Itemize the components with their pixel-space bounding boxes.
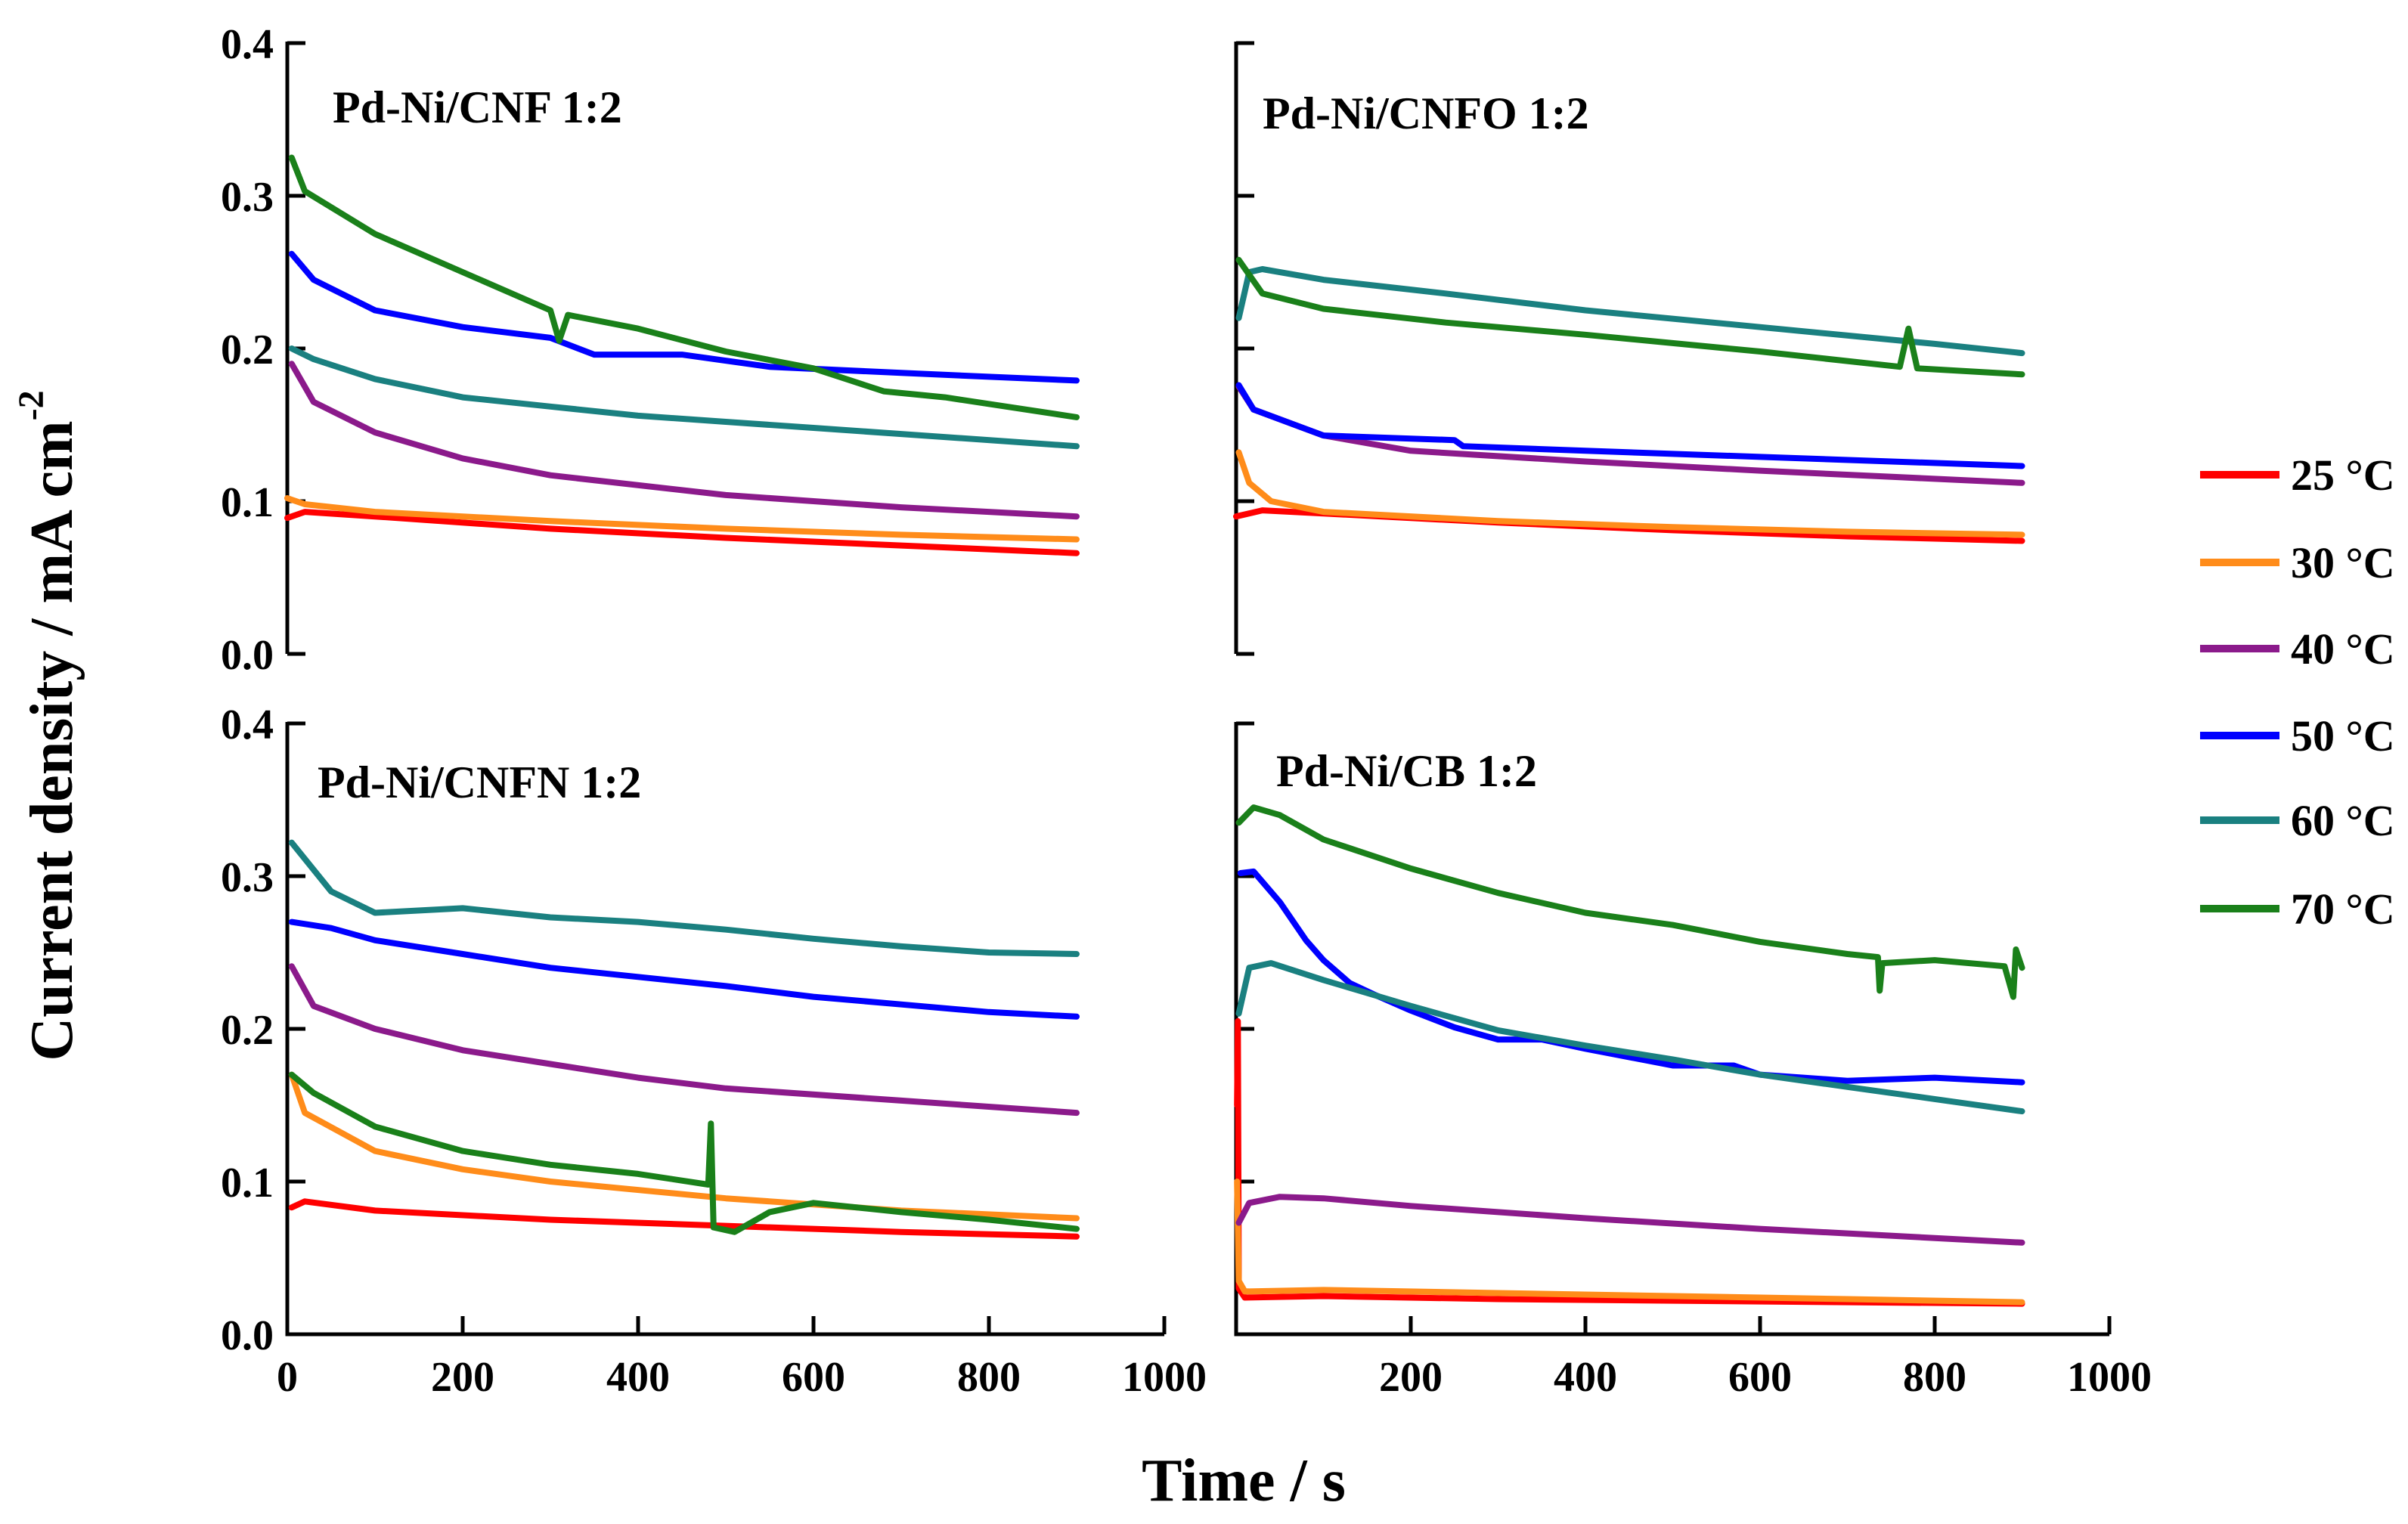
x-tick-labels: 200 400 600 800 1000 bbox=[1379, 1354, 2152, 1401]
series-line-50c bbox=[1235, 382, 2025, 469]
legend-item-30c: 30 °C bbox=[2200, 538, 2395, 587]
x-tick-label: 800 bbox=[1903, 1354, 1966, 1401]
panel-pd-ni-cnf: Pd-Ni/CNF 1:2 0.0 0.1 0.2 0.3 0.4 bbox=[221, 21, 1080, 679]
y-tick-labels: 0.0 0.1 0.2 0.3 0.4 bbox=[221, 702, 274, 1359]
y-tick-label: 0.3 bbox=[221, 854, 274, 901]
legend: 25 °C 30 °C 40 °C 50 °C 60 °C 70 °C bbox=[2200, 451, 2395, 934]
panel-title: Pd-Ni/CB 1:2 bbox=[1276, 746, 1537, 796]
x-ticks bbox=[285, 1316, 1167, 1334]
panel-title: Pd-Ni/CNFN 1:2 bbox=[318, 757, 641, 807]
y-tick-label: 0.2 bbox=[221, 1007, 274, 1054]
legend-item-40c: 40 °C bbox=[2200, 624, 2395, 674]
y-tick-label: 0.2 bbox=[221, 327, 274, 373]
x-tick-label: 0 bbox=[277, 1354, 298, 1401]
series-line-25c bbox=[288, 1198, 1080, 1240]
panel-title: Pd-Ni/CNFO 1:2 bbox=[1263, 88, 1589, 138]
y-tick-label: 0.0 bbox=[221, 632, 274, 679]
x-tick-label: 200 bbox=[1379, 1354, 1443, 1401]
series-line-30c bbox=[1235, 449, 2025, 538]
series-line-60c bbox=[1235, 266, 2025, 357]
series-line-70c bbox=[288, 1071, 1080, 1235]
legend-label: 30 °C bbox=[2291, 538, 2395, 587]
legend-label: 60 °C bbox=[2291, 796, 2395, 845]
legend-item-50c: 50 °C bbox=[2200, 711, 2395, 760]
x-tick-label: 600 bbox=[1728, 1354, 1792, 1401]
series-layer bbox=[1234, 804, 2025, 1307]
y-tick-label: 0.0 bbox=[221, 1312, 274, 1359]
series-line-25c bbox=[1234, 1018, 2025, 1307]
y-tick-label: 0.3 bbox=[221, 174, 274, 221]
panel-pd-ni-cnfn: Pd-Ni/CNFN 1:2 0.0 0.1 0.2 0.3 0.4 0 200 bbox=[221, 702, 1207, 1401]
panel-pd-ni-cnfo: Pd-Ni/CNFO 1:2 bbox=[1233, 41, 2025, 656]
y-tick-label: 0.4 bbox=[221, 21, 274, 68]
y-axis-title: Current density / mA cm-2 bbox=[11, 390, 85, 1061]
series-line-60c bbox=[288, 839, 1080, 957]
panel-title: Pd-Ni/CNF 1:2 bbox=[333, 82, 622, 132]
legend-label: 25 °C bbox=[2291, 451, 2395, 500]
x-tick-labels: 0 200 400 600 800 1000 bbox=[277, 1354, 1207, 1401]
y-ticks bbox=[1236, 721, 1254, 1337]
x-tick-label: 400 bbox=[1554, 1354, 1617, 1401]
panel-pd-ni-cb: Pd-Ni/CB 1:2 200 400 600 800 1000 bbox=[1234, 721, 2152, 1401]
y-ticks bbox=[287, 721, 305, 1337]
series-line-70c bbox=[1235, 256, 2025, 378]
x-tick-label: 1000 bbox=[1122, 1354, 1207, 1401]
legend-item-60c: 60 °C bbox=[2200, 796, 2395, 845]
legend-label: 50 °C bbox=[2291, 711, 2395, 760]
series-line-50c bbox=[288, 918, 1080, 1020]
series-layer bbox=[284, 154, 1080, 556]
series-line-25c bbox=[284, 509, 1080, 556]
series-line-30c bbox=[288, 1071, 1080, 1222]
x-tick-label: 400 bbox=[606, 1354, 670, 1401]
y-ticks bbox=[1236, 41, 1254, 656]
x-tick-label: 600 bbox=[782, 1354, 845, 1401]
y-tick-labels: 0.0 0.1 0.2 0.3 0.4 bbox=[221, 21, 274, 679]
series-line-50c bbox=[288, 250, 1080, 384]
axis-frame bbox=[285, 722, 1164, 1337]
legend-item-25c: 25 °C bbox=[2200, 451, 2395, 500]
series-line-60c bbox=[288, 345, 1080, 450]
y-axis-title-superscript: -2 bbox=[11, 390, 51, 420]
y-tick-label: 0.1 bbox=[221, 1160, 274, 1206]
series-line-30c bbox=[1234, 1179, 2025, 1306]
series-line-40c bbox=[288, 963, 1080, 1117]
series-line-70c bbox=[288, 154, 1080, 420]
x-tick-label: 800 bbox=[957, 1354, 1021, 1401]
series-line-70c bbox=[1235, 804, 2025, 1000]
y-tick-label: 0.4 bbox=[221, 702, 274, 748]
x-tick-label: 200 bbox=[431, 1354, 494, 1401]
legend-item-70c: 70 °C bbox=[2200, 884, 2395, 934]
series-layer bbox=[1233, 256, 2025, 544]
series-line-30c bbox=[284, 495, 1080, 543]
x-tick-label: 1000 bbox=[2067, 1354, 2152, 1401]
y-tick-label: 0.1 bbox=[221, 479, 274, 526]
series-line-40c bbox=[1235, 1194, 2025, 1246]
legend-label: 40 °C bbox=[2291, 624, 2395, 674]
series-layer bbox=[288, 839, 1080, 1240]
series-line-40c bbox=[288, 361, 1080, 520]
series-line-60c bbox=[1235, 960, 2025, 1115]
legend-label: 70 °C bbox=[2291, 884, 2395, 934]
x-axis-title: Time / s bbox=[1142, 1448, 1346, 1514]
x-ticks bbox=[1234, 1316, 2112, 1334]
